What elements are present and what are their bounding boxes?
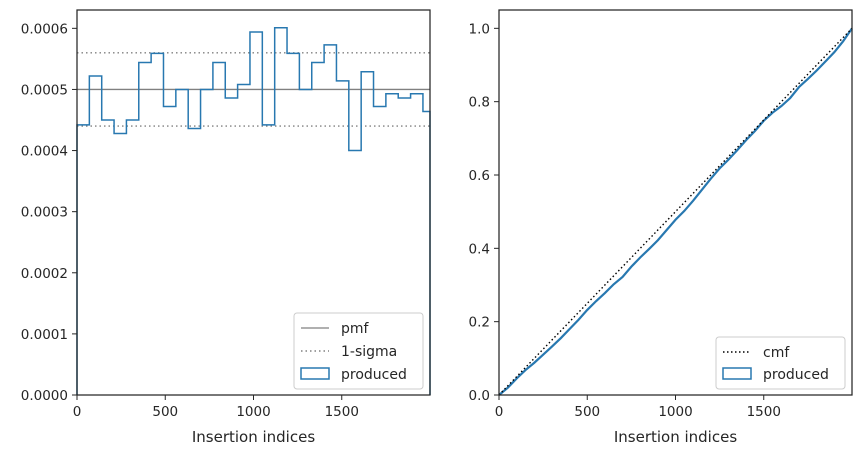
histogram-bin xyxy=(275,28,287,395)
histogram-bin xyxy=(250,32,262,395)
histogram-bin xyxy=(102,120,114,395)
y-tick-label: 0.0004 xyxy=(21,144,68,160)
legend-label-sigma: 1-sigma xyxy=(341,344,397,360)
x-tick-label: 1500 xyxy=(325,404,359,420)
histogram-bin xyxy=(89,76,101,395)
histogram-bin xyxy=(77,125,89,395)
y-tick-label: 0.0006 xyxy=(21,21,68,37)
y-tick-label: 1.0 xyxy=(469,21,490,37)
x-tick-label: 500 xyxy=(574,404,600,420)
y-tick-label: 0.0 xyxy=(469,388,490,404)
histogram-bin xyxy=(139,63,151,395)
x-tick-label: 0 xyxy=(495,404,504,420)
y-tick-label: 0.0003 xyxy=(21,205,68,221)
histogram-bin xyxy=(213,63,225,395)
histogram-bin xyxy=(238,85,250,395)
y-tick-label: 0.0005 xyxy=(21,82,68,98)
histogram-bin xyxy=(126,120,138,395)
x-axis-label: Insertion indices xyxy=(614,428,737,446)
y-tick-label: 0.0002 xyxy=(21,266,68,282)
legend-label-pmf: pmf xyxy=(341,321,370,337)
legend-label-produced: produced xyxy=(763,367,829,383)
legend-label-produced: produced xyxy=(341,367,407,383)
histogram-bin xyxy=(176,89,188,395)
y-tick-label: 0.4 xyxy=(469,241,490,257)
x-tick-label: 1500 xyxy=(747,404,781,420)
histogram-bin xyxy=(262,125,274,395)
histogram-bin xyxy=(188,129,200,395)
histogram-bin xyxy=(163,107,175,395)
x-tick-label: 500 xyxy=(152,404,178,420)
legend: cmf produced xyxy=(716,337,845,389)
y-tick-label: 0.6 xyxy=(469,168,490,184)
y-tick-label: 0.0000 xyxy=(21,388,68,404)
histogram-bin xyxy=(225,98,237,395)
x-axis-label: Insertion indices xyxy=(192,428,315,446)
y-tick-label: 0.0001 xyxy=(21,327,68,343)
pmf-histogram-chart: 0 500 1000 1500 0.0000 0.0001 0.0002 0.0003 0.00… xyxy=(21,10,430,446)
histogram-bin xyxy=(201,89,213,395)
y-tick-label: 0.8 xyxy=(469,95,490,111)
legend: pmf 1-sigma produced xyxy=(294,313,423,389)
legend-label-cmf: cmf xyxy=(763,345,790,361)
histogram-bin xyxy=(151,53,163,395)
y-tick-label: 0.2 xyxy=(469,315,490,331)
cmf-line-chart: 0 500 1000 1500 0.0 0.2 0.4 0.6 0.8 1.0 Insertion … xyxy=(469,10,853,446)
x-tick-label: 1000 xyxy=(236,404,270,420)
histogram-bin xyxy=(423,111,430,395)
x-tick-label: 1000 xyxy=(658,404,692,420)
histogram-bin xyxy=(114,133,126,395)
x-tick-label: 0 xyxy=(73,404,82,420)
